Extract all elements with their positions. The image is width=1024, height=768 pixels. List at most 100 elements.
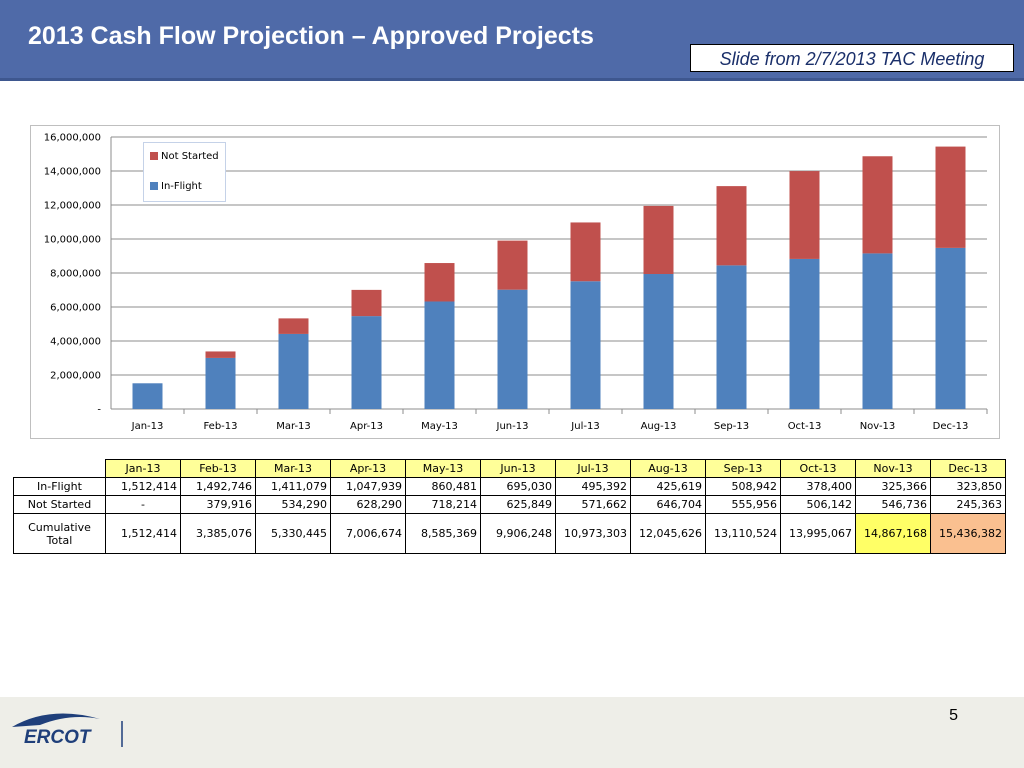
table-cell: 10,973,303	[555, 513, 631, 554]
legend-label-in-flight: In-Flight	[161, 181, 202, 192]
bar-not-started	[278, 318, 309, 334]
bar-not-started	[789, 171, 820, 259]
x-tick-label: May-13	[421, 421, 458, 432]
legend-swatch-not-started	[150, 152, 158, 160]
table-cell-highlighted: 14,867,168	[855, 513, 931, 554]
table-cell: 379,916	[180, 495, 256, 514]
bar-in-flight	[351, 316, 382, 409]
table-cell: 506,142	[780, 495, 856, 514]
table-cell: 646,704	[630, 495, 706, 514]
table-cell: 495,392	[555, 477, 631, 496]
x-tick-label: Dec-13	[933, 421, 969, 432]
y-tick-label: 14,000,000	[44, 167, 101, 178]
table-cell: 3,385,076	[180, 513, 256, 554]
table-cell: 625,849	[480, 495, 556, 514]
bar-not-started	[716, 186, 747, 266]
table-header-cell: Dec-13	[930, 459, 1006, 478]
bar-in-flight	[643, 274, 674, 409]
bar-in-flight	[862, 253, 893, 409]
table-cell: 325,366	[855, 477, 931, 496]
bar-in-flight	[935, 247, 966, 409]
table-cell: 508,942	[705, 477, 781, 496]
table-header-cell: May-13	[405, 459, 481, 478]
bar-in-flight	[132, 383, 163, 409]
subtitle-text: Slide from 2/7/2013 TAC Meeting	[719, 49, 985, 69]
table-cell: 9,906,248	[480, 513, 556, 554]
table-cell: 8,585,369	[405, 513, 481, 554]
table-header-cell: Jul-13	[555, 459, 631, 478]
bar-not-started	[643, 205, 674, 275]
table-cell: 378,400	[780, 477, 856, 496]
table-cell: 245,363	[930, 495, 1006, 514]
table-cell: 425,619	[630, 477, 706, 496]
table-cell: 13,110,524	[705, 513, 781, 554]
table-cell: 534,290	[255, 495, 331, 514]
table-cell: 7,006,674	[330, 513, 406, 554]
bar-in-flight	[789, 258, 820, 409]
x-tick-label: Jul-13	[570, 421, 599, 432]
table-cell: 12,045,626	[630, 513, 706, 554]
table-cell: 718,214	[405, 495, 481, 514]
row-label: Cumulative Total	[13, 513, 106, 554]
stacked-bar-chart: - 2,000,000 4,000,000 6,000,000 8,000,000 10,…	[44, 133, 988, 432]
y-tick-label: 6,000,000	[50, 303, 101, 314]
table-row-in-flight: In-Flight 1,512,414 1,492,746 1,411,079 …	[13, 477, 1006, 496]
row-label: Not Started	[13, 495, 106, 514]
x-tick-label: Nov-13	[860, 421, 896, 432]
bar-in-flight	[497, 289, 528, 409]
table-header-cell: Aug-13	[630, 459, 706, 478]
x-tick-label: Jan-13	[131, 421, 164, 432]
bar-not-started	[935, 146, 966, 248]
table-corner	[14, 460, 106, 478]
table-cell: 5,330,445	[255, 513, 331, 554]
x-tick-label: Sep-13	[714, 421, 749, 432]
table-header-cell: Sep-13	[705, 459, 781, 478]
bar-not-started	[497, 240, 528, 290]
footer: ERCOT 5	[0, 697, 1024, 768]
bar-not-started	[862, 156, 893, 254]
x-tick-label: Aug-13	[641, 421, 677, 432]
y-tick-label: 10,000,000	[44, 235, 101, 246]
table-header-row: Jan-13 Feb-13 Mar-13 Apr-13 May-13 Jun-1…	[14, 459, 1006, 478]
x-tick-label: Apr-13	[350, 421, 383, 432]
logo-swoosh	[12, 713, 100, 727]
bar-not-started	[351, 289, 382, 317]
table-cell: 546,736	[855, 495, 931, 514]
table-row-not-started: Not Started - 379,916 534,290 628,290 71…	[13, 495, 1006, 514]
table-cell: 1,047,939	[330, 477, 406, 496]
logo-text: ERCOT	[24, 727, 92, 748]
bar-not-started	[205, 351, 236, 358]
bar-in-flight	[205, 357, 236, 409]
table-row-cumulative-total: Cumulative Total 1,512,414 3,385,076 5,3…	[13, 513, 1006, 554]
table-header-cell: Oct-13	[780, 459, 856, 478]
slide-title: 2013 Cash Flow Projection – Approved Pro…	[28, 22, 594, 50]
subtitle-box: Slide from 2/7/2013 TAC Meeting	[690, 44, 1014, 72]
legend-item-in-flight: In-Flight	[150, 181, 202, 192]
table-cell: 1,411,079	[255, 477, 331, 496]
y-tick-label: 16,000,000	[44, 133, 101, 144]
table-header-cell: Apr-13	[330, 459, 406, 478]
table-cell: 555,956	[705, 495, 781, 514]
legend-label-not-started: Not Started	[161, 151, 219, 162]
table-cell: 1,492,746	[180, 477, 256, 496]
legend-swatch-in-flight	[150, 182, 158, 190]
table-header-cell: Jun-13	[480, 459, 556, 478]
y-tick-label: 4,000,000	[50, 337, 101, 348]
table-header-cell: Feb-13	[180, 459, 256, 478]
title-bar: 2013 Cash Flow Projection – Approved Pro…	[0, 0, 1024, 81]
x-tick-label: Jun-13	[496, 421, 529, 432]
table-cell: 571,662	[555, 495, 631, 514]
table-cell: 323,850	[930, 477, 1006, 496]
table-cell-highlighted: 15,436,382	[930, 513, 1006, 554]
table-cell: 628,290	[330, 495, 406, 514]
data-table: Jan-13 Feb-13 Mar-13 Apr-13 May-13 Jun-1…	[13, 459, 1006, 554]
bar-in-flight	[570, 281, 601, 409]
table-cell: 1,512,414	[105, 513, 181, 554]
legend-item-not-started: Not Started	[150, 151, 219, 162]
bar-in-flight	[424, 301, 455, 409]
y-tick-label: 12,000,000	[44, 201, 101, 212]
x-tick-label: Feb-13	[203, 421, 237, 432]
table-cell: 13,995,067	[780, 513, 856, 554]
table-header-cell: Mar-13	[255, 459, 331, 478]
table-header-cell: Nov-13	[855, 459, 931, 478]
